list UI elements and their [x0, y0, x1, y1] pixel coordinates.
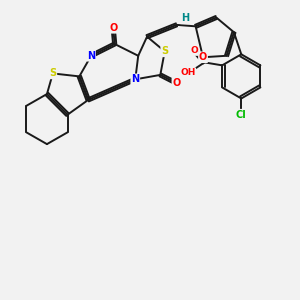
- Text: O: O: [109, 23, 117, 33]
- Text: N: N: [131, 74, 139, 84]
- Text: OH: OH: [180, 68, 195, 77]
- Text: H: H: [181, 14, 189, 23]
- Text: O: O: [199, 52, 207, 62]
- Text: N: N: [87, 51, 95, 61]
- Text: O: O: [190, 46, 198, 55]
- Text: O: O: [172, 78, 181, 88]
- Text: S: S: [161, 46, 168, 56]
- Text: H: H: [181, 68, 188, 77]
- Text: Cl: Cl: [236, 110, 247, 120]
- Text: S: S: [49, 68, 56, 78]
